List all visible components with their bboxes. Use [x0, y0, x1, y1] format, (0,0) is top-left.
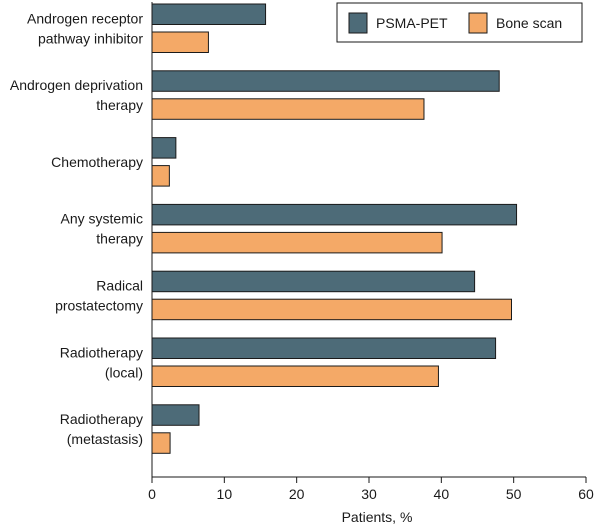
x-axis-title: Patients, %	[342, 509, 413, 525]
bar-psma-pet-any-systemic-therapy	[151, 203, 518, 226]
category-label-line: pathway inhibitor	[38, 30, 143, 46]
category-label-radical-prostatectomy: Radical prostatectomy	[55, 277, 143, 313]
category-label-line: Radiotherapy	[60, 411, 143, 427]
bar-psma-pet-radiotherapy-local	[151, 337, 497, 359]
category-label-radiotherapy-local: Radiotherapy (local)	[60, 344, 143, 380]
legend-box	[336, 2, 583, 43]
bar-psma-pet-radical-prostatectomy	[151, 270, 476, 293]
legend: PSMA-PET Bone scan	[336, 2, 583, 43]
bar-bone-scan-androgen-receptor-pathway-inhibitor	[151, 31, 209, 53]
x-tick-label-0: 0	[148, 486, 156, 502]
x-tick-label-40: 40	[434, 486, 450, 502]
bar-psma-pet-androgen-deprivation-therapy	[151, 70, 500, 92]
x-tick-label-20: 20	[289, 486, 305, 502]
bar-psma-pet-chemotherapy	[151, 137, 177, 159]
category-label-line: prostatectomy	[55, 297, 143, 313]
bar-bone-scan-radical-prostatectomy	[151, 298, 512, 321]
x-tick-label-50: 50	[506, 486, 522, 502]
legend-swatch-bone-scan	[468, 12, 488, 34]
category-label-line: therapy	[96, 97, 143, 113]
x-tick-label-30: 30	[361, 486, 377, 502]
category-label-line: Androgen deprivation	[10, 77, 143, 93]
category-labels: Androgen receptor pathway inhibitorAndrog…	[10, 10, 143, 447]
category-label-line: (local)	[105, 364, 143, 380]
category-label-line: Radical	[96, 277, 143, 293]
bar-bone-scan-radiotherapy-local	[151, 365, 439, 387]
bar-bone-scan-androgen-deprivation-therapy	[151, 98, 425, 120]
bar-psma-pet-radiotherapy-metastasis	[151, 404, 200, 426]
legend-swatch-psma-pet	[348, 12, 368, 34]
category-label-androgen-deprivation-therapy: Androgen deprivation therapy	[10, 77, 143, 113]
category-label-androgen-receptor-pathway-inhibitor: Androgen receptor pathway inhibitor	[27, 10, 143, 46]
category-label-radiotherapy-metastasis: Radiotherapy (metastasis)	[60, 411, 143, 447]
legend-label-bone-scan: Bone scan	[496, 15, 562, 31]
category-label-line: (metastasis)	[67, 431, 143, 447]
category-label-line: Any systemic	[61, 211, 143, 227]
legend-label-psma-pet: PSMA-PET	[376, 15, 448, 31]
bar-bone-scan-any-systemic-therapy	[151, 231, 443, 254]
bar-bone-scan-radiotherapy-metastasis	[151, 432, 171, 454]
category-label-chemotherapy: Chemotherapy	[51, 154, 143, 170]
bar-psma-pet-androgen-receptor-pathway-inhibitor	[151, 3, 267, 25]
category-label-any-systemic-therapy: Any systemic therapy	[61, 211, 143, 247]
category-label-line: therapy	[96, 231, 143, 247]
x-axis: 0 10 20 30 40 50 60	[148, 2, 594, 502]
category-label-line: Chemotherapy	[51, 154, 143, 170]
category-label-line: Radiotherapy	[60, 344, 143, 360]
x-tick-label-60: 60	[578, 486, 594, 502]
x-tick-label-10: 10	[217, 486, 233, 502]
bar-bone-scan-chemotherapy	[151, 165, 170, 187]
bars	[151, 3, 518, 454]
category-label-line: Androgen receptor	[27, 10, 143, 26]
